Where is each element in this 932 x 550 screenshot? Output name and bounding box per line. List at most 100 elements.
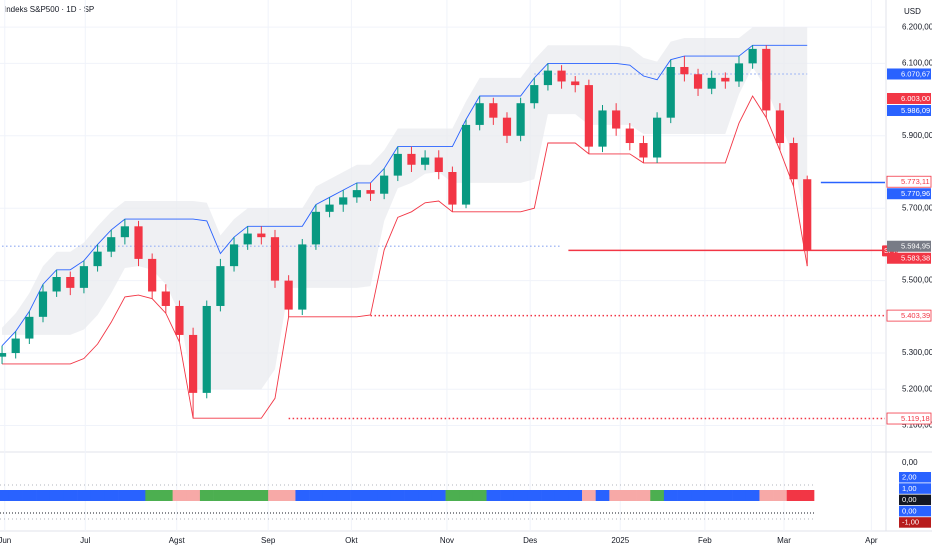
candle-body bbox=[79, 266, 89, 288]
price-label-bg bbox=[886, 412, 932, 425]
candle-body bbox=[257, 233, 266, 238]
candle-body bbox=[571, 81, 580, 86]
candle-body bbox=[407, 153, 416, 165]
regime-band bbox=[418, 490, 433, 501]
candle-body bbox=[325, 204, 334, 212]
currency: USD bbox=[904, 7, 921, 16]
x-tick-label: Nov bbox=[440, 536, 454, 545]
regime-band bbox=[691, 490, 706, 501]
x-tick-label: Jul bbox=[80, 536, 90, 545]
regime-band bbox=[650, 490, 665, 501]
indicator-label: 1,00 bbox=[902, 484, 917, 493]
candle-body bbox=[653, 117, 662, 158]
price-label: 5.986,09 bbox=[901, 106, 930, 115]
candle-body bbox=[448, 171, 457, 205]
indicator-label-bg bbox=[899, 472, 931, 483]
candle-body bbox=[120, 226, 129, 238]
regime-band bbox=[718, 490, 733, 501]
regime-band bbox=[773, 490, 788, 501]
regime-band bbox=[158, 490, 173, 501]
indicator-label-bg bbox=[899, 483, 931, 494]
candle-body bbox=[38, 291, 48, 317]
price-label: 5.770,96 bbox=[901, 189, 930, 198]
x-tick-label: Sep bbox=[261, 536, 276, 545]
price-label-bg bbox=[887, 104, 931, 116]
candle-body bbox=[461, 124, 471, 205]
regime-band bbox=[145, 490, 160, 501]
regime-band bbox=[240, 490, 255, 501]
regime-band bbox=[595, 490, 610, 501]
candle-body bbox=[229, 244, 239, 267]
regime-band bbox=[77, 490, 92, 501]
indicator-label: 0,00 bbox=[902, 506, 917, 515]
y-tick-label: 5.500,00 bbox=[902, 276, 932, 285]
candle-body bbox=[107, 237, 116, 252]
regime-band bbox=[541, 490, 556, 501]
candle-body bbox=[25, 316, 34, 339]
candle-body bbox=[639, 143, 648, 158]
candle-body bbox=[270, 237, 280, 281]
price-label: 6.070,67 bbox=[901, 69, 930, 78]
candle-body bbox=[707, 77, 716, 89]
indicator-label: 0,00 bbox=[902, 495, 917, 504]
candle-body bbox=[489, 103, 498, 118]
regime-band bbox=[131, 490, 146, 501]
candle-body bbox=[789, 143, 798, 180]
regime-band bbox=[377, 490, 392, 501]
regime-band bbox=[404, 490, 419, 501]
regime-band bbox=[704, 490, 719, 501]
regime-band bbox=[254, 490, 269, 501]
candle-body bbox=[243, 233, 252, 245]
candle-body bbox=[434, 157, 443, 172]
candle-body bbox=[148, 258, 157, 292]
regime-band bbox=[363, 490, 378, 501]
regime-band bbox=[118, 490, 132, 501]
candle-body bbox=[666, 66, 675, 118]
indicator-label-bg bbox=[899, 494, 931, 506]
regime-band bbox=[459, 490, 474, 501]
candle-body bbox=[52, 277, 61, 292]
indicator-label: 2,00 bbox=[902, 472, 917, 481]
price-label-bg bbox=[887, 240, 931, 252]
regime-band bbox=[636, 490, 651, 501]
candle-body bbox=[366, 190, 375, 194]
candle-body bbox=[339, 197, 348, 205]
candle-body bbox=[134, 226, 143, 259]
x-tick-label: 2025 bbox=[611, 536, 629, 545]
regime-band bbox=[309, 490, 324, 501]
x-tick-label: Jun bbox=[0, 536, 11, 545]
price-label-bg bbox=[887, 188, 931, 200]
regime-band bbox=[199, 490, 214, 501]
candle-body bbox=[421, 157, 430, 165]
candle-body bbox=[311, 211, 321, 245]
candle-body bbox=[175, 305, 184, 335]
x-tick-label: Agst bbox=[169, 536, 186, 545]
regime-band bbox=[63, 490, 78, 501]
candle-body bbox=[680, 66, 689, 75]
y-tick-label: 5.300,00 bbox=[902, 348, 932, 357]
candle-body bbox=[393, 153, 402, 176]
candle-body bbox=[803, 179, 812, 251]
regime-band bbox=[527, 490, 542, 501]
regime-band bbox=[609, 490, 624, 501]
candle-body bbox=[93, 251, 102, 267]
candle-body bbox=[516, 103, 525, 136]
candle-body bbox=[11, 338, 20, 354]
regime-band bbox=[90, 490, 105, 501]
chart-title: Indeks S&P500 · 1D · SP bbox=[4, 5, 94, 14]
price-label-bg bbox=[887, 68, 931, 80]
y-tick-label: 5.900,00 bbox=[902, 131, 932, 140]
regime-band bbox=[0, 490, 10, 501]
candle-body bbox=[721, 77, 730, 82]
regime-band bbox=[322, 490, 337, 501]
candle-body bbox=[557, 70, 566, 82]
candle-body bbox=[202, 305, 211, 393]
x-tick-label: Feb bbox=[698, 536, 712, 545]
regime-band bbox=[786, 490, 801, 501]
price-label-bg bbox=[886, 309, 932, 322]
candle-body bbox=[543, 70, 553, 86]
candle-body bbox=[216, 266, 225, 306]
price-label: 5.594,95 bbox=[901, 242, 930, 251]
regime-band bbox=[554, 490, 569, 501]
